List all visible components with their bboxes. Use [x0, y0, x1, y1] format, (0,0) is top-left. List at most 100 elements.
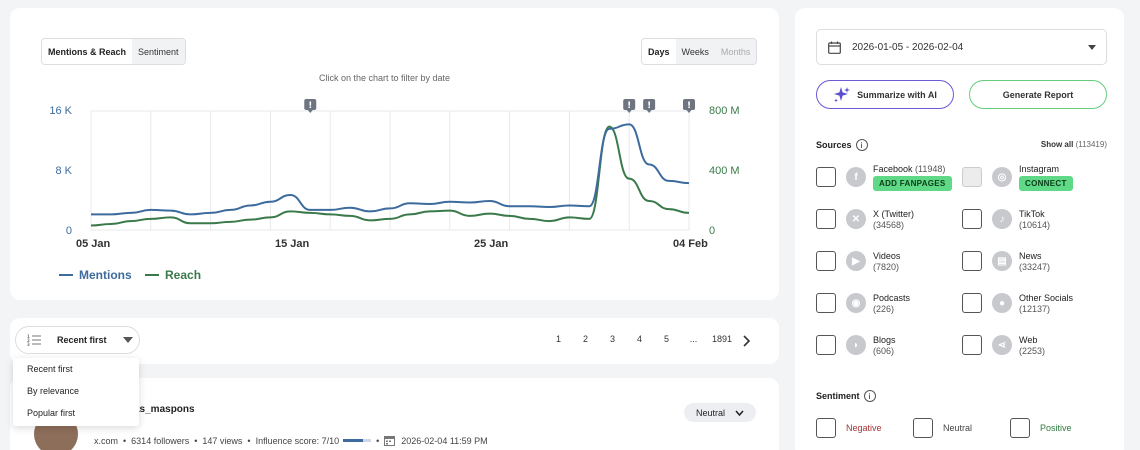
show-all-label: Show all [1040, 140, 1074, 149]
tab-sentiment[interactable]: Sentiment [132, 39, 185, 64]
share-icon: ⋖ [992, 335, 1012, 355]
sort-selected-label: Recent first [57, 335, 107, 345]
sort-option-popular[interactable]: Popular first [27, 408, 76, 418]
page-1[interactable]: 1 [555, 334, 561, 344]
source-name: Instagram [1019, 164, 1060, 174]
legend-reach[interactable]: Reach [145, 268, 201, 282]
source-name: Other Socials [1019, 293, 1074, 303]
source-checkbox-tiktok[interactable] [962, 209, 982, 229]
page-last[interactable]: 1891 [711, 334, 733, 344]
page-ellipsis: ... [689, 334, 698, 344]
series-line-mentions[interactable] [90, 123, 690, 216]
summarize-ai-button[interactable]: Summarize with AI [816, 80, 954, 109]
sources-title: Sources i [816, 139, 868, 151]
x-tick: 05 Jan [76, 238, 111, 250]
source-checkbox-other-socials[interactable] [962, 293, 982, 313]
instagram-icon: ◎ [992, 167, 1012, 187]
period-tabs: Days Weeks Months [641, 38, 758, 65]
info-icon[interactable]: i [863, 390, 876, 402]
svg-text:!: ! [647, 101, 651, 111]
show-all-link[interactable]: Show all (113419) [1000, 140, 1107, 149]
info-icon[interactable]: i [855, 139, 868, 151]
sort-option-recent[interactable]: Recent first [27, 364, 73, 374]
alert-marker[interactable]: ! [623, 99, 636, 113]
sort-option-relevance[interactable]: By relevance [27, 386, 80, 396]
page-3[interactable]: 3 [609, 334, 615, 344]
source-checkbox-facebook[interactable] [816, 167, 836, 187]
source-count: (34568) [873, 220, 905, 230]
sort-dropdown-menu: Recent first By relevance Popular first [13, 358, 139, 426]
tab-mentions-reach[interactable]: Mentions & Reach [42, 39, 133, 64]
chart-hint: Click on the chart to filter by date [318, 73, 451, 83]
legend-mentions[interactable]: Mentions [59, 268, 132, 282]
source-checkbox-x[interactable] [816, 209, 836, 229]
date-range-select[interactable]: 2026-01-05 - 2026-02-04 [816, 29, 1107, 65]
y-left-tick: 8 K [55, 165, 72, 177]
post-author[interactable]: as_maspons [134, 404, 195, 415]
source-checkbox-videos[interactable] [816, 251, 836, 271]
post-source[interactable]: x.com [94, 435, 119, 446]
source-count: (10614) [1019, 220, 1051, 230]
chevron-down-icon [122, 337, 133, 343]
y-right-tick: 800 M [709, 105, 740, 117]
mentions-swatch [59, 274, 73, 276]
calendar-icon [384, 436, 396, 446]
sentiment-label: Negative [846, 423, 882, 433]
source-name: News [1019, 251, 1042, 261]
source-other-socials: ● Other Socials (12137) [962, 293, 1073, 315]
page-4[interactable]: 4 [636, 334, 642, 344]
alert-marker[interactable]: ! [643, 99, 656, 113]
alert-marker[interactable]: ! [683, 99, 695, 113]
sparkles-icon [834, 86, 851, 102]
show-all-count: (113419) [1075, 140, 1107, 149]
source-checkbox-blogs[interactable] [816, 335, 836, 355]
y-left-tick: 0 [65, 225, 72, 237]
date-range-value: 2026-01-05 - 2026-02-04 [852, 41, 964, 53]
tab-days[interactable]: Days [642, 39, 676, 64]
calendar-icon [828, 41, 841, 54]
svg-text:3: 3 [27, 342, 30, 346]
source-checkbox-web[interactable] [962, 335, 982, 355]
sources-title-text: Sources [816, 140, 852, 150]
sentiment-positive: Positive [1010, 418, 1072, 438]
sentiment-dropdown[interactable]: Neutral [684, 403, 756, 422]
influence-bar [343, 439, 372, 442]
tab-months[interactable]: Months [714, 39, 757, 64]
alert-marker[interactable]: ! [304, 99, 317, 113]
add-fanpages-button[interactable]: ADD FANPAGES [873, 176, 952, 191]
line-chart[interactable]: !!!! [0, 0, 780, 300]
svg-text:2: 2 [27, 338, 30, 343]
series-line-reach[interactable] [90, 125, 690, 227]
sentiment-value: Neutral [695, 407, 725, 418]
source-name: Podcasts [873, 293, 911, 303]
y-left-tick: 16 K [49, 105, 72, 117]
x-tick: 25 Jan [474, 238, 509, 250]
source-checkbox-instagram[interactable] [962, 167, 982, 187]
rss-icon: ◗ [846, 335, 866, 355]
tab-weeks[interactable]: Weeks [675, 39, 715, 64]
sentiment-checkbox-negative[interactable] [816, 418, 836, 438]
sentiment-checkbox-neutral[interactable] [913, 418, 933, 438]
page-2[interactable]: 2 [582, 334, 588, 344]
post-date: 2026-02-04 11:59 PM [401, 435, 488, 446]
post-followers: 6314 followers [131, 435, 190, 446]
chevron-right-icon[interactable] [743, 335, 751, 347]
connect-button[interactable]: CONNECT [1019, 176, 1073, 191]
sort-select[interactable]: 1 2 3 Recent first [15, 326, 140, 354]
page-5[interactable]: 5 [663, 334, 669, 344]
generate-report-label: Generate Report [1002, 89, 1074, 100]
source-count: (606) [873, 346, 895, 356]
generate-report-button[interactable]: Generate Report [969, 80, 1107, 109]
summarize-label: Summarize with AI [857, 89, 937, 100]
source-checkbox-podcasts[interactable] [816, 293, 836, 313]
svg-text:!: ! [687, 101, 691, 111]
source-name: TikTok [1019, 209, 1045, 219]
legend-reach-label: Reach [165, 268, 202, 282]
sentiment-checkbox-positive[interactable] [1010, 418, 1030, 438]
newspaper-icon: ▤ [992, 251, 1012, 271]
chart-type-tabs: Mentions & Reach Sentiment [41, 38, 186, 65]
post-views: 147 views [202, 435, 243, 446]
source-facebook: f Facebook (11948) ADD FANPAGES [816, 164, 952, 191]
source-count: (226) [873, 304, 895, 314]
source-checkbox-news[interactable] [962, 251, 982, 271]
